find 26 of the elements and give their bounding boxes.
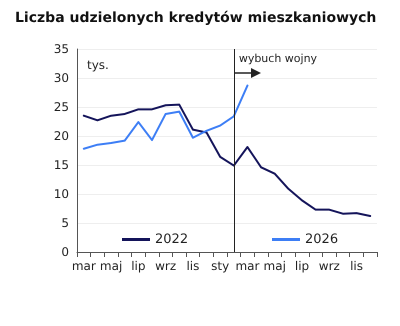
x-tick-label: maj	[100, 259, 122, 273]
x-tick-label: lip	[294, 259, 310, 273]
x-tick-label: lis	[350, 259, 364, 273]
x-tick-label: wrz	[318, 259, 340, 273]
y-axis-title: tys.	[87, 58, 109, 72]
y-tick-label: 10	[54, 187, 69, 201]
x-tick-label: lis	[186, 259, 200, 273]
line-series	[82, 104, 372, 218]
y-tick-label: 25	[54, 100, 69, 114]
y-tick-label: 20	[54, 129, 69, 143]
x-tick-label: lip	[131, 259, 146, 273]
x-tick-label: mar	[72, 259, 96, 273]
x-tick-label: sty	[211, 259, 230, 273]
y-tick-label: 35	[54, 42, 69, 56]
x-tick-label: mar	[235, 259, 260, 273]
chart-title: Liczba udzielonych kredytów mieszkaniowych	[15, 10, 376, 26]
y-tick-label: 0	[61, 245, 69, 259]
x-tick-label: maj	[264, 259, 286, 273]
x-tick-label: wrz	[155, 259, 176, 273]
y-tick-label: 30	[54, 71, 69, 85]
line-series	[82, 84, 248, 150]
annotation: wybuch wojny	[238, 52, 318, 65]
y-tick-label: 15	[54, 158, 69, 172]
legend-label: 2022	[155, 232, 188, 247]
legend-label: 2026	[305, 232, 338, 247]
y-tick-label: 5	[61, 216, 69, 230]
